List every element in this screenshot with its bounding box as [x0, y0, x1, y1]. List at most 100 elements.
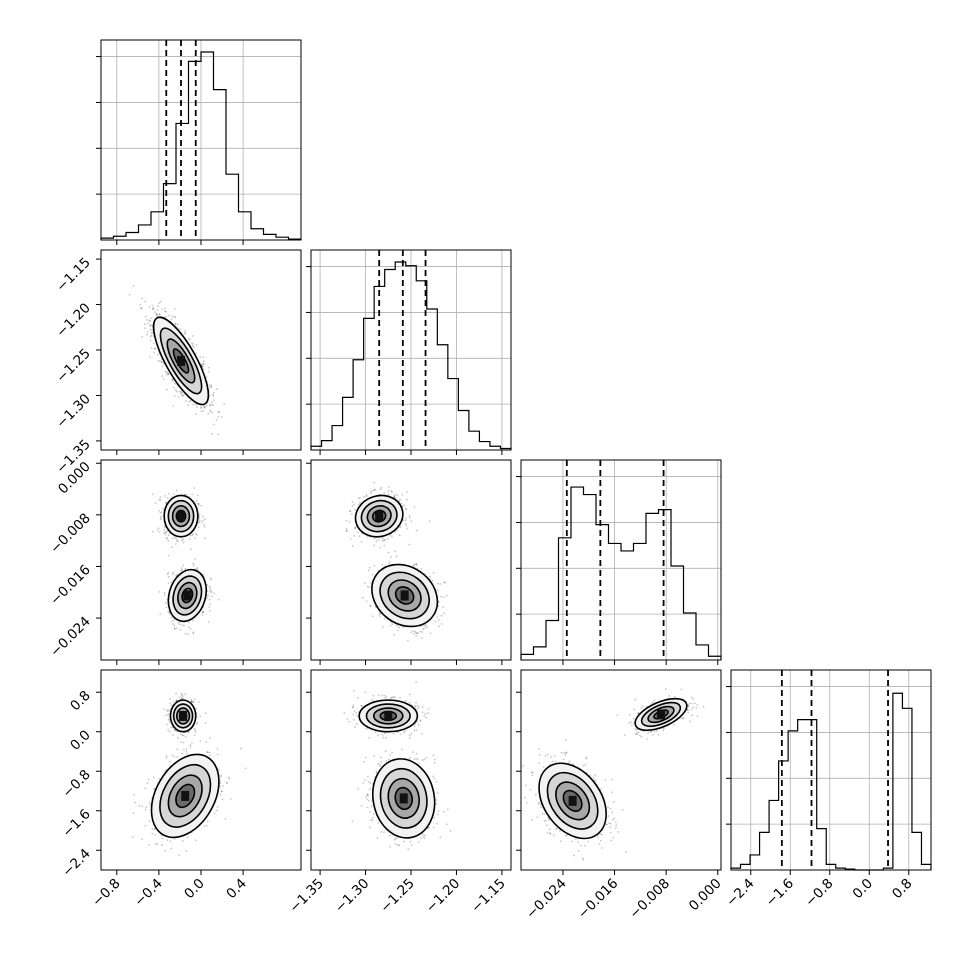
scatter-point [408, 516, 411, 519]
scatter-point [357, 497, 360, 500]
scatter-point [208, 384, 211, 387]
scatter-point [190, 698, 193, 701]
scatter-point [213, 391, 215, 394]
scatter-point [192, 343, 195, 346]
scatter-point [182, 538, 184, 541]
scatter-point [209, 587, 211, 590]
scatter-point [183, 624, 186, 627]
scatter-point [149, 324, 152, 327]
scatter-point [399, 498, 401, 501]
scatter-point [173, 618, 176, 621]
scatter-point [165, 531, 168, 533]
scatter-point [209, 403, 211, 406]
scatter-point [203, 537, 206, 540]
scatter-point [177, 540, 179, 542]
scatter-point [358, 535, 361, 537]
scatter-point [180, 697, 183, 700]
scatter-point [195, 412, 198, 415]
scatter-point [349, 510, 352, 513]
scatter-point [164, 533, 167, 536]
scatter-point [170, 581, 172, 584]
scatter-point [381, 540, 384, 542]
scatter-point [165, 714, 167, 717]
scatter-point [393, 633, 396, 636]
scatter-point [387, 490, 390, 492]
scatter-point [175, 627, 178, 630]
scatter-point [390, 621, 393, 624]
scatter-point [405, 508, 407, 511]
scatter-point [176, 323, 179, 325]
scatter-point [345, 529, 348, 532]
scatter-point [156, 314, 158, 317]
scatter-point [203, 405, 206, 408]
scatter-point [371, 615, 374, 618]
scatter-point [168, 314, 171, 317]
scatter-point [217, 433, 220, 436]
scatter-point [207, 594, 209, 597]
y-tick-label: −1.25 [53, 346, 94, 387]
scatter-point [365, 495, 368, 498]
y-tick-label: −1.30 [53, 391, 94, 432]
scatter-point [349, 510, 351, 512]
scatter-point [165, 316, 168, 318]
scatter-point [366, 536, 369, 538]
scatter-point [174, 307, 176, 310]
scatter-point [195, 722, 198, 725]
scatter-point [181, 568, 184, 571]
scatter-point [171, 315, 174, 317]
scatter-point [156, 528, 159, 531]
scatter-point [393, 496, 396, 499]
scatter-point [389, 534, 392, 537]
scatter-point [163, 532, 166, 534]
scatter-point [181, 695, 184, 698]
scatter-point [163, 525, 166, 528]
scatter-point [164, 531, 167, 534]
scatter-point [179, 328, 182, 330]
scatter-point [195, 344, 198, 346]
scatter-point [373, 544, 376, 547]
scatter-point [208, 606, 211, 608]
scatter-point [180, 567, 183, 569]
scatter-point [369, 492, 372, 494]
scatter-point [197, 504, 200, 506]
scatter-point [388, 485, 390, 488]
scatter-point [416, 632, 419, 635]
histogram-2 [520, 486, 722, 660]
scatter-point [379, 488, 382, 491]
scatter-point [422, 628, 425, 631]
scatter-point [156, 312, 158, 315]
scatter-point [173, 729, 176, 732]
scatter-point [428, 520, 431, 522]
scatter-point [370, 490, 373, 493]
scatter-point [211, 411, 214, 414]
scatter-point [351, 501, 354, 503]
scatter-point [172, 571, 175, 574]
scatter-point [154, 347, 156, 350]
scatter-point [171, 378, 174, 381]
scatter-point [163, 593, 166, 596]
scatter-point [191, 533, 194, 535]
scatter-point [171, 573, 174, 576]
scatter-point [149, 339, 152, 342]
scatter-point [164, 307, 166, 310]
scatter-point [439, 583, 442, 585]
scatter-point [410, 631, 413, 634]
scatter-point [166, 723, 168, 726]
scatter-point [144, 300, 147, 303]
scatter-point [406, 491, 408, 494]
scatter-point [399, 526, 401, 529]
scatter-point [202, 356, 205, 359]
scatter-point [194, 403, 197, 406]
scatter-point [212, 399, 215, 402]
scatter-point [146, 333, 148, 336]
scatter-point [156, 353, 159, 356]
scatter-point [170, 616, 173, 619]
scatter-point [192, 403, 195, 406]
scatter-point [399, 525, 402, 528]
scatter-point [445, 595, 448, 597]
scatter-point [158, 509, 160, 512]
scatter-point [210, 578, 212, 581]
scatter-point [189, 628, 192, 630]
scatter-point [209, 404, 212, 407]
